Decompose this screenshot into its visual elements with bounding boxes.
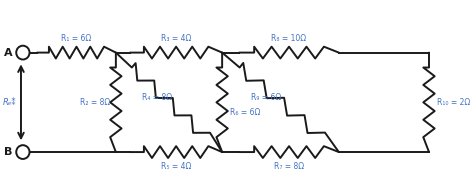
Text: R₂ = 8Ω: R₂ = 8Ω [80, 98, 110, 107]
Text: R₈ = 10Ω: R₈ = 10Ω [272, 34, 307, 43]
Text: R₅ = 4Ω: R₅ = 4Ω [161, 162, 191, 171]
Text: R₁₀ = 2Ω: R₁₀ = 2Ω [437, 98, 470, 107]
Text: R₁ = 6Ω: R₁ = 6Ω [61, 34, 91, 43]
Text: R₇ = 8Ω: R₇ = 8Ω [274, 162, 304, 171]
Text: R₃ = 4Ω: R₃ = 4Ω [161, 34, 191, 43]
Text: A: A [4, 48, 12, 58]
Text: R₆ = 6Ω: R₆ = 6Ω [230, 108, 260, 117]
Text: R₄ = 8Ω: R₄ = 8Ω [142, 93, 173, 102]
Text: R₉ = 6Ω: R₉ = 6Ω [251, 93, 281, 102]
Text: Rₑ⁑: Rₑ⁑ [3, 98, 17, 107]
Text: B: B [4, 147, 12, 157]
